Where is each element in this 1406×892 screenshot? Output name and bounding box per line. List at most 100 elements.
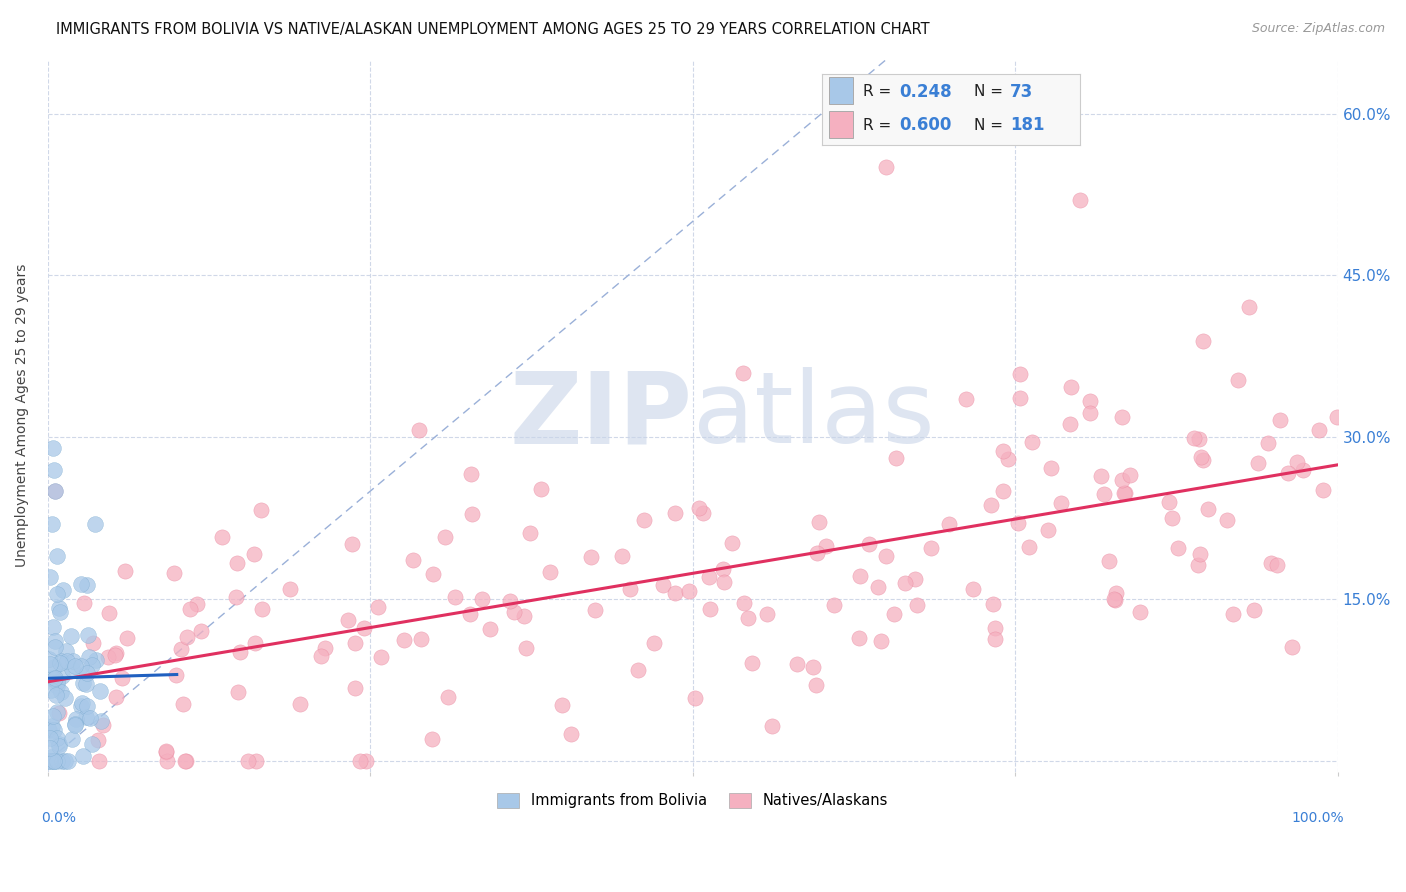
Point <box>392 632 415 647</box>
Point <box>84 653 107 667</box>
Point <box>80 737 103 751</box>
Point <box>460 467 482 481</box>
Point <box>894 576 917 591</box>
Point <box>250 602 273 616</box>
Point <box>179 602 201 616</box>
Point <box>733 367 755 381</box>
Point <box>41 750 63 764</box>
Point <box>904 572 927 586</box>
Point <box>1007 516 1029 531</box>
Point <box>82 658 104 673</box>
Point <box>45 754 67 768</box>
Point <box>643 636 665 650</box>
Point <box>42 441 65 455</box>
Point <box>692 506 714 520</box>
Point <box>104 690 127 704</box>
Point <box>980 498 1002 512</box>
Point <box>72 749 94 764</box>
Point <box>44 640 66 654</box>
Point <box>984 621 1007 635</box>
Point <box>156 754 179 768</box>
Point <box>1189 450 1212 465</box>
Point <box>1050 496 1073 510</box>
Point <box>44 484 66 499</box>
Point <box>1192 334 1215 348</box>
Text: Source: ZipAtlas.com: Source: ZipAtlas.com <box>1251 22 1385 36</box>
Point <box>1326 410 1348 425</box>
Point <box>37 754 59 768</box>
Point <box>62 654 84 668</box>
Point <box>39 570 62 584</box>
Point <box>53 691 76 706</box>
Point <box>45 587 67 601</box>
Point <box>336 613 359 627</box>
Point <box>65 716 87 731</box>
Point <box>46 674 69 689</box>
Point <box>858 537 880 551</box>
Point <box>551 698 574 713</box>
Point <box>87 754 110 768</box>
Point <box>1312 483 1334 498</box>
Point <box>73 596 96 610</box>
Point <box>70 659 93 673</box>
Point <box>1114 486 1136 500</box>
Point <box>1285 455 1308 469</box>
Point <box>422 567 444 582</box>
Point <box>1161 511 1184 525</box>
Point <box>42 620 65 634</box>
Point <box>245 635 267 649</box>
Point <box>1078 405 1101 419</box>
Point <box>41 718 63 732</box>
Point <box>955 392 977 406</box>
Point <box>77 627 100 641</box>
Point <box>349 754 371 768</box>
Point <box>75 709 97 723</box>
Point <box>60 662 83 676</box>
Text: atlas: atlas <box>693 368 935 464</box>
Point <box>1268 413 1291 427</box>
Point <box>1265 558 1288 572</box>
Point <box>1114 486 1136 500</box>
Text: 0.0%: 0.0% <box>41 811 76 825</box>
Point <box>41 516 63 531</box>
Point <box>41 754 63 768</box>
Point <box>39 754 62 768</box>
Point <box>48 601 70 615</box>
Point <box>1292 463 1315 477</box>
Point <box>104 646 127 660</box>
Point <box>370 650 392 665</box>
Point <box>1277 466 1299 480</box>
Point <box>803 660 825 674</box>
Point <box>45 705 67 719</box>
Point <box>44 633 66 648</box>
Point <box>610 549 633 563</box>
Point <box>49 605 72 619</box>
Point <box>56 654 79 668</box>
Point <box>1010 391 1032 405</box>
Point <box>471 592 494 607</box>
Point <box>1237 301 1260 315</box>
Point <box>1191 453 1213 467</box>
Point <box>519 525 541 540</box>
Point <box>37 722 59 736</box>
Point <box>49 654 72 668</box>
Point <box>875 549 897 564</box>
Point <box>697 570 720 584</box>
Point <box>340 537 363 551</box>
Point <box>1226 373 1249 387</box>
Point <box>75 677 97 691</box>
Point <box>190 624 212 638</box>
Point <box>309 648 332 663</box>
Point <box>991 483 1014 498</box>
Point <box>755 607 778 621</box>
Point <box>76 578 98 592</box>
Point <box>1215 513 1237 527</box>
Point <box>1187 558 1209 572</box>
Point <box>1092 487 1115 501</box>
Point <box>354 754 377 768</box>
Point <box>962 582 984 597</box>
Point <box>983 632 1005 646</box>
Point <box>938 517 960 532</box>
Point <box>39 657 62 671</box>
Point <box>664 506 686 520</box>
